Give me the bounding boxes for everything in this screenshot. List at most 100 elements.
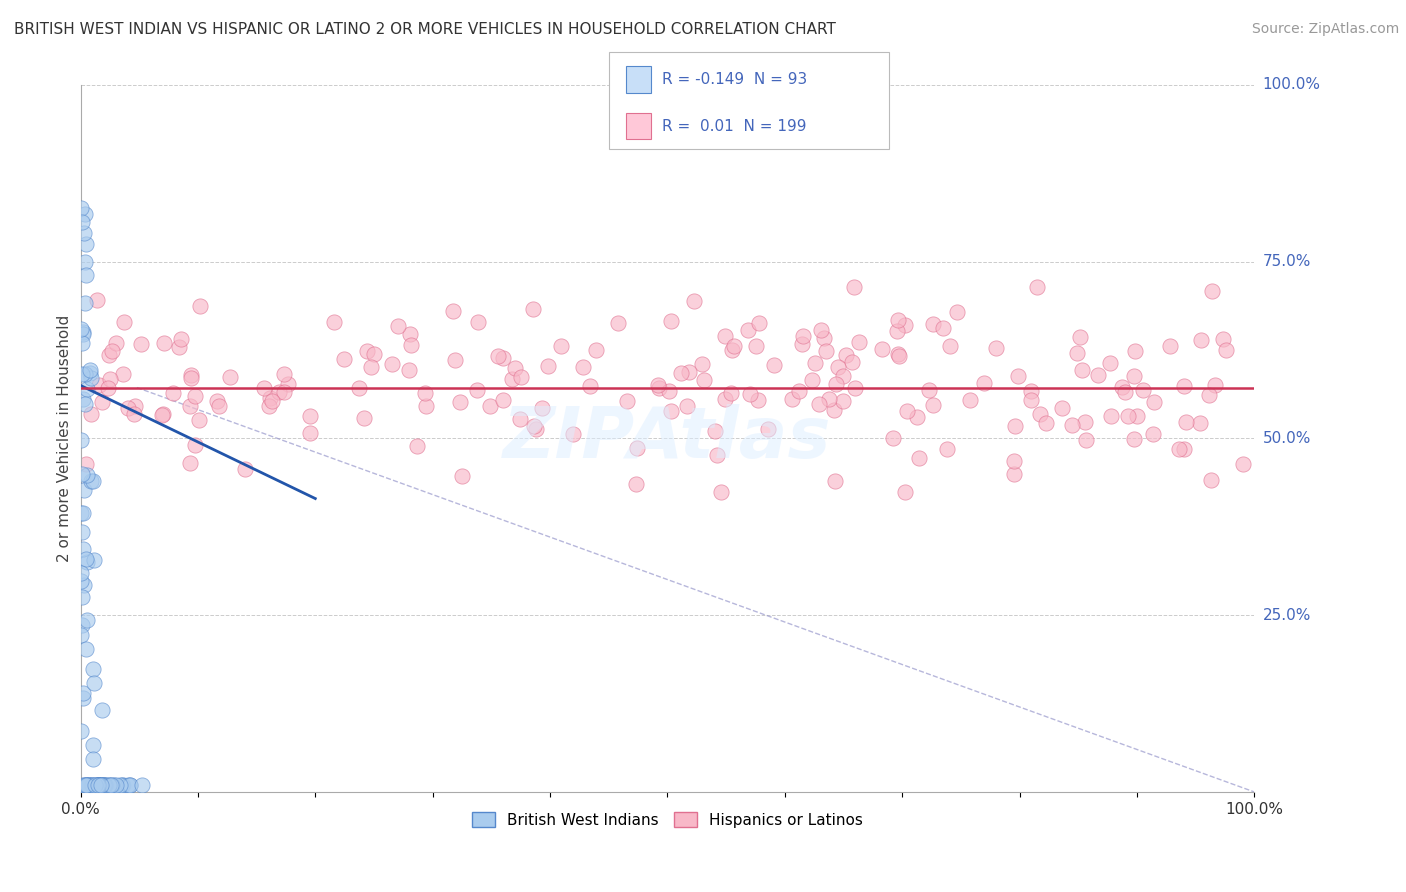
Point <box>259 391 281 405</box>
Point <box>1066 346 1088 360</box>
Point <box>844 381 866 395</box>
Point <box>835 348 858 362</box>
Point <box>84 778 107 792</box>
Point <box>347 381 370 395</box>
Point <box>76 382 98 396</box>
Point <box>659 314 682 328</box>
Point <box>70 524 93 539</box>
Text: 75.0%: 75.0% <box>1263 254 1310 269</box>
Point <box>105 778 128 792</box>
Point <box>824 474 846 488</box>
Point <box>451 469 474 483</box>
Point <box>792 329 814 343</box>
Point <box>870 342 893 356</box>
Point <box>486 349 509 363</box>
Point <box>82 475 104 489</box>
Point <box>723 339 745 353</box>
Point <box>510 369 533 384</box>
Point <box>75 236 97 251</box>
Point <box>111 778 134 792</box>
Point <box>70 506 93 520</box>
Point <box>841 354 863 368</box>
Point <box>72 778 94 792</box>
Text: 100.0%: 100.0% <box>1263 78 1320 93</box>
Point <box>1050 401 1073 416</box>
Point <box>153 335 176 350</box>
Point <box>1004 418 1026 433</box>
Point <box>93 778 115 792</box>
Point <box>98 372 121 386</box>
Point <box>807 397 830 411</box>
Point <box>75 552 97 566</box>
Point <box>1062 417 1084 432</box>
Text: 50.0%: 50.0% <box>1263 431 1310 446</box>
Point <box>260 393 283 408</box>
Point <box>842 280 865 294</box>
Point <box>984 341 1007 355</box>
Point <box>105 335 128 350</box>
Point <box>112 315 135 329</box>
Point <box>682 293 704 308</box>
Point <box>946 305 969 319</box>
Point <box>117 778 139 792</box>
Point <box>585 343 607 357</box>
Point <box>1212 332 1234 346</box>
Text: 25.0%: 25.0% <box>1263 607 1310 623</box>
Point <box>75 296 97 310</box>
Point <box>449 395 471 409</box>
Point <box>111 778 134 792</box>
Point <box>1029 407 1052 421</box>
Point <box>86 293 108 308</box>
Point <box>832 368 855 383</box>
Point <box>522 301 544 316</box>
Point <box>720 385 742 400</box>
Point <box>714 392 737 407</box>
Point <box>893 484 915 499</box>
Point <box>70 617 93 632</box>
Point <box>69 201 91 215</box>
Point <box>415 399 437 413</box>
Point <box>72 506 94 520</box>
Point <box>75 367 97 381</box>
Point <box>87 778 110 792</box>
Point <box>101 778 124 792</box>
Point <box>959 392 981 407</box>
Point <box>208 399 231 413</box>
Point <box>90 778 112 792</box>
Point <box>693 374 716 388</box>
Point <box>333 352 356 367</box>
Point <box>360 359 382 374</box>
Text: Source: ZipAtlas.com: Source: ZipAtlas.com <box>1251 22 1399 37</box>
Point <box>1199 473 1222 487</box>
Point <box>1174 415 1197 429</box>
Point <box>1087 368 1109 382</box>
Point <box>1002 467 1025 481</box>
Point <box>817 392 839 406</box>
Point <box>80 778 103 792</box>
Point <box>124 400 146 414</box>
Point <box>363 347 385 361</box>
Point <box>704 424 727 438</box>
Point <box>118 778 141 792</box>
Point <box>103 778 125 792</box>
Point <box>122 407 145 421</box>
Point <box>87 778 110 792</box>
Point <box>76 555 98 569</box>
Point <box>503 361 526 376</box>
Point <box>550 339 572 353</box>
Point <box>80 407 103 421</box>
Point <box>748 316 770 330</box>
Text: BRITISH WEST INDIAN VS HISPANIC OR LATINO 2 OR MORE VEHICLES IN HOUSEHOLD CORREL: BRITISH WEST INDIAN VS HISPANIC OR LATIN… <box>14 22 837 37</box>
Point <box>1204 378 1226 392</box>
Point <box>150 409 173 423</box>
Point <box>824 377 846 392</box>
Point <box>973 376 995 390</box>
Point <box>782 392 804 406</box>
Point <box>187 413 209 427</box>
Point <box>1111 380 1133 394</box>
Point <box>813 331 835 345</box>
Point <box>1074 433 1097 447</box>
Point <box>72 778 94 792</box>
Point <box>75 255 97 269</box>
Point <box>82 752 104 766</box>
